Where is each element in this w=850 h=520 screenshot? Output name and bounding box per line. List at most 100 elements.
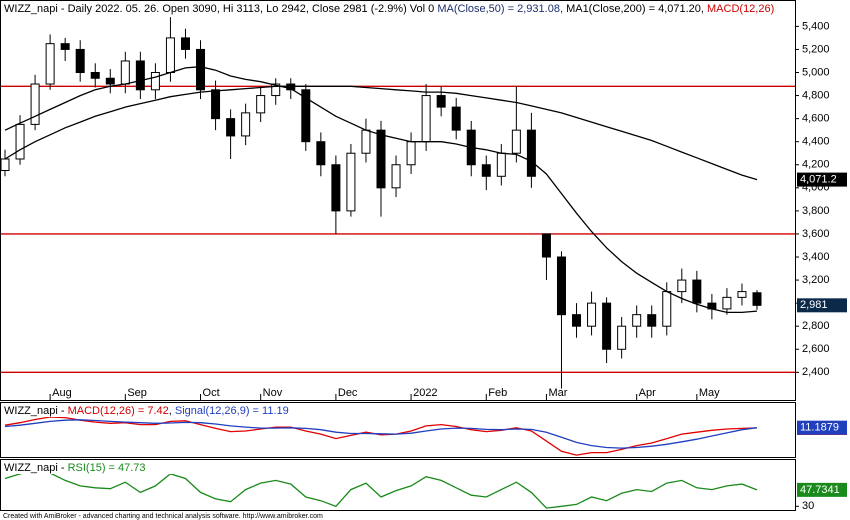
y-tick-label: 5,000: [802, 66, 830, 78]
y-tick-label: 5,400: [802, 20, 830, 32]
candle-body: [511, 129, 521, 154]
panel-title-bg: [2, 461, 302, 474]
candle-body: [331, 164, 341, 212]
x-tick-label: May: [699, 387, 720, 399]
candle-body: [481, 164, 491, 177]
candle-body: [632, 314, 642, 327]
y-tick-label: 4,400: [802, 136, 830, 148]
panel-title-bg: [2, 2, 792, 15]
panel-title: WIZZ_napi - RSI(15) = 47.73: [4, 462, 146, 474]
candle-body: [406, 141, 416, 166]
x-tick-label: Apr: [639, 387, 656, 399]
series-line: [4, 85, 758, 181]
x-tick-label: Dec: [338, 387, 358, 399]
candle-body: [541, 233, 551, 258]
title-segment: MA1(Close,200) = 4,071.20,: [566, 3, 707, 15]
candle-body: [105, 77, 115, 85]
candle-body: [241, 112, 251, 137]
title-segment: MA(Close,50) = 2,931.08,: [437, 3, 566, 15]
x-tick-label: Feb: [488, 387, 507, 399]
candle-body: [256, 95, 266, 114]
last-value-label-box: [797, 420, 847, 435]
candle-body: [15, 123, 25, 160]
x-tick-label: Aug: [52, 387, 72, 399]
candle-body: [120, 60, 130, 85]
last-value-label-box: [797, 482, 847, 497]
series-line: [4, 419, 758, 449]
x-tick-label: 2022: [413, 387, 437, 399]
panel-title: WIZZ_napi - Daily 2022. 05. 26. Open 309…: [4, 3, 774, 15]
macd-panel: [0, 402, 796, 458]
candle-body: [391, 164, 401, 189]
candle-body: [90, 71, 100, 79]
candle-body: [572, 314, 582, 327]
y-tick-label: 3,400: [802, 251, 830, 263]
candle-body: [602, 302, 612, 350]
y-tick-label: 30: [802, 500, 814, 512]
candle-body: [150, 71, 160, 91]
candle-body: [271, 83, 281, 97]
candle-body: [75, 48, 85, 73]
title-segment: RSI(15) = 47.73: [68, 462, 146, 474]
last-price-label: 2,981: [800, 299, 828, 311]
last-value-label: 11.1879: [800, 422, 839, 434]
y-tick-label: 3,600: [802, 228, 830, 240]
y-tick-label: 4,200: [802, 159, 830, 171]
x-tick-label: Sep: [127, 387, 147, 399]
series-line: [4, 66, 758, 314]
candle-body: [451, 106, 461, 131]
candle-body: [692, 279, 702, 304]
candle-body: [587, 302, 597, 327]
x-tick-label: Nov: [263, 387, 283, 399]
candle-body: [45, 43, 55, 85]
candle-body: [346, 152, 356, 212]
y-tick-label: 4,800: [802, 89, 830, 101]
series-line: [4, 416, 758, 456]
candle-body: [0, 158, 10, 172]
title-segment: WIZZ_napi -: [4, 405, 68, 417]
candle-body: [60, 43, 70, 50]
candle-body: [617, 325, 627, 350]
candle-body: [165, 37, 175, 73]
title-segment: MACD(12,26) = 7.42: [68, 405, 169, 417]
footer: Created with AmiBroker - advanced charti…: [3, 513, 323, 520]
x-tick-label: Mar: [548, 387, 567, 399]
candle-body: [361, 129, 371, 154]
candle-body: [496, 152, 506, 177]
last-price-label-box: [797, 298, 847, 313]
candle-body: [421, 95, 431, 143]
panel-title: WIZZ_napi - MACD(12,26) = 7.42, Signal(1…: [4, 405, 289, 417]
y-tick-label: 5,200: [802, 43, 830, 55]
y-tick-label: 2,400: [802, 366, 830, 378]
y-tick-label: 2,600: [802, 343, 830, 355]
y-tick-label: 2,800: [802, 320, 830, 332]
panel-title-bg: [2, 404, 302, 417]
title-segment: MACD(12,26): [707, 3, 774, 15]
last-value-label: 4,071.2: [800, 174, 837, 186]
candle-body: [376, 129, 386, 189]
candle-body: [211, 89, 221, 120]
title-segment: WIZZ_napi - Daily 2022. 05. 26. Open 309…: [4, 3, 437, 15]
x-tick-label: Oct: [203, 387, 220, 399]
candle-body: [180, 37, 190, 50]
candle-body: [662, 291, 672, 327]
rsi-panel: [0, 459, 796, 511]
candle-body: [135, 60, 145, 91]
y-tick-label: 3,200: [802, 274, 830, 286]
series-line: [4, 470, 758, 509]
candle-body: [526, 129, 536, 177]
candle-body: [737, 291, 747, 298]
candle-body: [677, 279, 687, 293]
candle-body: [556, 256, 566, 316]
last-value-label: 47.7341: [800, 484, 840, 496]
candle-body: [722, 296, 732, 310]
candle-body: [301, 89, 311, 143]
title-segment: Signal(12,26,9) = 11.19: [175, 405, 289, 417]
price-panel: [0, 0, 796, 401]
candle-body: [316, 141, 326, 166]
candle-body: [30, 83, 40, 125]
candle-body: [436, 95, 446, 108]
title-segment: ,: [169, 405, 175, 417]
candle-body: [196, 48, 206, 91]
